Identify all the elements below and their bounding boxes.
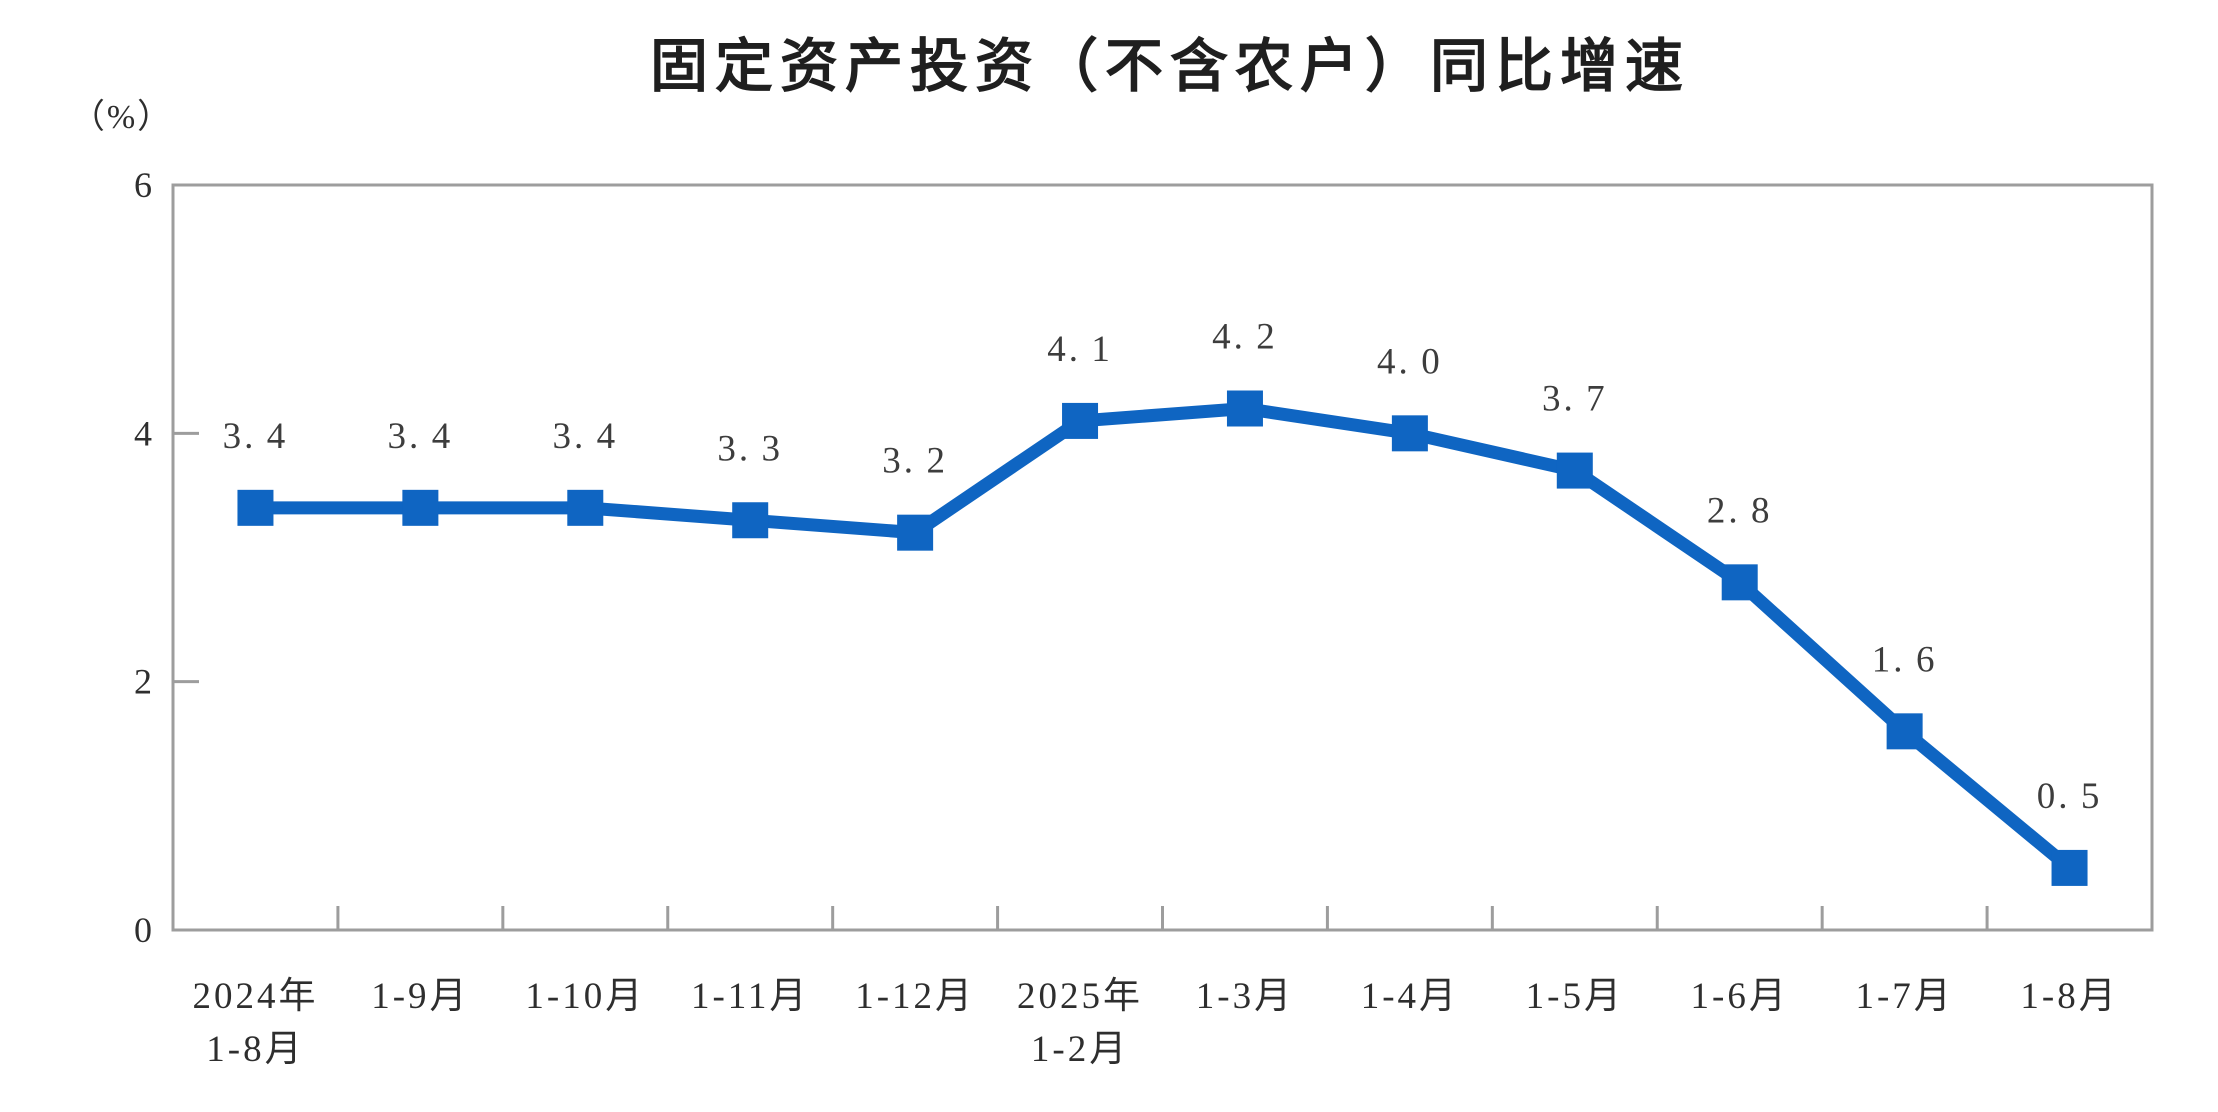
x-tick-label: 1-8月: [2020, 976, 2118, 1017]
y-axis-unit-label: （%）: [71, 98, 173, 136]
plot-border: [171, 183, 2154, 932]
x-tick-label: 1-12月: [855, 976, 975, 1017]
y-tick-label: 0: [134, 910, 152, 950]
x-tick-label: 1-3月: [1196, 976, 1294, 1017]
data-label: 4. 0: [1377, 341, 1443, 382]
x-tick-label: 1-8月: [206, 1029, 304, 1070]
plot-area: 0 2 4 6 2024年 1-8月 1-9月 1-10月 1-11月 1-12月 2025年 1-2…: [134, 165, 2154, 1070]
data-point-marker: [732, 502, 769, 539]
data-point-marker: [1886, 713, 1923, 750]
chart-title: 固定资产投资（不含农户）同比增速: [650, 34, 1690, 99]
data-label: 4. 1: [1047, 329, 1113, 370]
data-label: 1. 6: [1872, 639, 1938, 680]
data-point-marker: [567, 489, 604, 526]
data-point-marker: [1226, 390, 1263, 427]
data-label: 3. 4: [388, 416, 454, 457]
x-tick-label: 1-2月: [1031, 1029, 1129, 1070]
data-point-marker: [237, 489, 274, 526]
data-label: 3. 4: [552, 416, 618, 457]
x-tick-label: 1-5月: [1526, 976, 1624, 1017]
data-point-marker: [1062, 402, 1099, 439]
y-tick-label: 2: [134, 662, 152, 702]
data-point-marker: [1556, 452, 1593, 489]
x-tick-label: 2025年: [1017, 975, 1143, 1017]
x-tick-label: 1-11月: [691, 976, 809, 1017]
x-tick-label: 2024年: [192, 975, 318, 1017]
x-tick-label: 1-10月: [525, 976, 645, 1017]
data-label: 3. 7: [1542, 379, 1608, 420]
x-tick-label: 1-9月: [371, 976, 469, 1017]
y-tick-label: 6: [134, 165, 152, 205]
data-label: 3. 2: [882, 441, 948, 482]
x-tick-label: 1-7月: [1855, 976, 1953, 1017]
data-point-marker: [1391, 415, 1428, 452]
data-point-marker: [2051, 849, 2088, 886]
series-line: [255, 401, 2074, 873]
data-point-marker: [402, 489, 439, 526]
data-point-marker: [897, 514, 934, 551]
y-tick-label: 4: [134, 413, 152, 453]
data-label: 3. 3: [717, 428, 783, 469]
data-label: 0. 5: [2037, 776, 2103, 817]
data-label: 3. 4: [223, 416, 289, 457]
data-label: 2. 8: [1707, 490, 1773, 531]
data-point-marker: [1721, 564, 1758, 601]
data-label: 4. 2: [1212, 317, 1278, 358]
x-tick-label: 1-6月: [1691, 976, 1789, 1017]
x-tick-label: 1-4月: [1361, 976, 1459, 1017]
